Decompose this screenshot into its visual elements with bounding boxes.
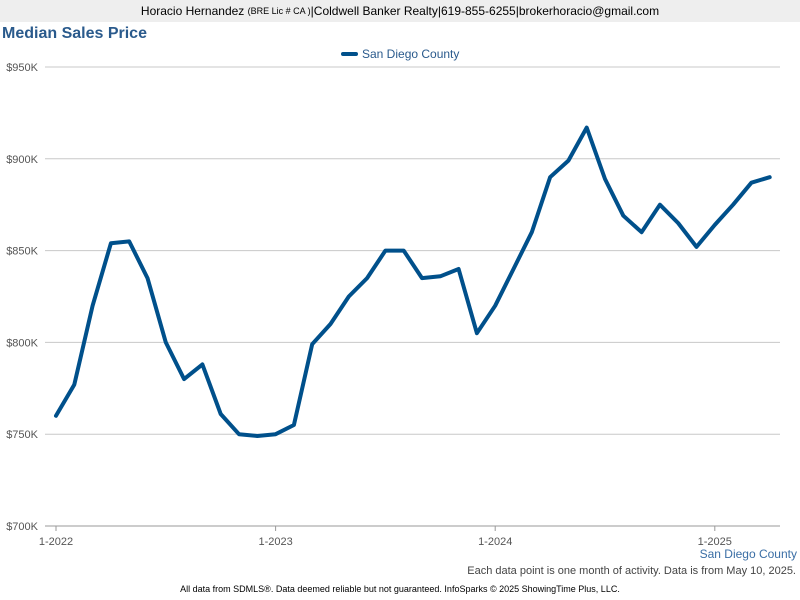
- y-tick-label: $750K: [6, 429, 38, 441]
- data-note: Each data point is one month of activity…: [467, 565, 796, 577]
- separator: |: [515, 4, 519, 18]
- brokerage: Coldwell Banker Realty: [313, 4, 438, 18]
- footer-disclaimer: All data from SDMLS®. Data deemed reliab…: [180, 584, 620, 594]
- x-tick-label: 1-2025: [698, 536, 732, 548]
- y-tick-label: $850K: [6, 246, 38, 258]
- phone: 619-855-6255: [440, 4, 516, 18]
- x-tick-label: 1-2023: [258, 536, 292, 548]
- agent-header: Horacio Hernandez (BRE Lic # CA ) | Cold…: [0, 0, 800, 22]
- separator: |: [310, 4, 314, 18]
- y-tick-label: $950K: [6, 62, 38, 74]
- chart-title: Median Sales Price: [2, 25, 147, 42]
- x-tick-label: 1-2024: [478, 536, 512, 548]
- x-tick-label: 1-2022: [39, 536, 73, 548]
- email: brokerhoracio@gmail.com: [518, 4, 660, 18]
- separator: |: [437, 4, 441, 18]
- y-tick-label: $700K: [6, 521, 38, 533]
- series-line: [54, 125, 772, 438]
- source-label: San Diego County: [699, 547, 797, 561]
- y-tick-label: $900K: [6, 154, 38, 166]
- agent-name: Horacio Hernandez: [140, 4, 245, 18]
- y-tick-label: $800K: [6, 337, 38, 349]
- legend-label: San Diego County: [362, 47, 459, 61]
- license-number: (BRE Lic # CA ): [247, 6, 311, 16]
